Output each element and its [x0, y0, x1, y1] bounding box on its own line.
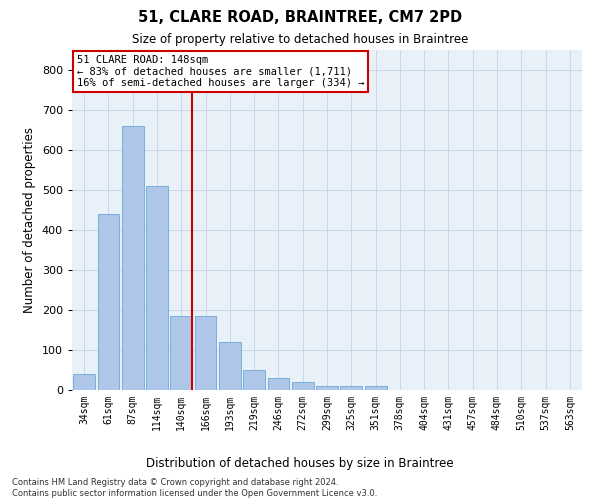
Bar — [122, 126, 143, 390]
Bar — [146, 186, 168, 390]
Text: 51, CLARE ROAD, BRAINTREE, CM7 2PD: 51, CLARE ROAD, BRAINTREE, CM7 2PD — [138, 10, 462, 25]
Bar — [268, 378, 289, 390]
Text: 51 CLARE ROAD: 148sqm
← 83% of detached houses are smaller (1,711)
16% of semi-d: 51 CLARE ROAD: 148sqm ← 83% of detached … — [77, 55, 365, 88]
Bar — [219, 342, 241, 390]
Text: Size of property relative to detached houses in Braintree: Size of property relative to detached ho… — [132, 32, 468, 46]
Bar — [316, 386, 338, 390]
Bar — [292, 382, 314, 390]
Bar — [194, 316, 217, 390]
Bar — [340, 386, 362, 390]
Bar — [97, 214, 119, 390]
Text: Distribution of detached houses by size in Braintree: Distribution of detached houses by size … — [146, 458, 454, 470]
Bar — [243, 370, 265, 390]
Text: Contains HM Land Registry data © Crown copyright and database right 2024.
Contai: Contains HM Land Registry data © Crown c… — [12, 478, 377, 498]
Bar — [170, 316, 192, 390]
Bar — [73, 374, 95, 390]
Y-axis label: Number of detached properties: Number of detached properties — [23, 127, 36, 313]
Bar — [365, 386, 386, 390]
